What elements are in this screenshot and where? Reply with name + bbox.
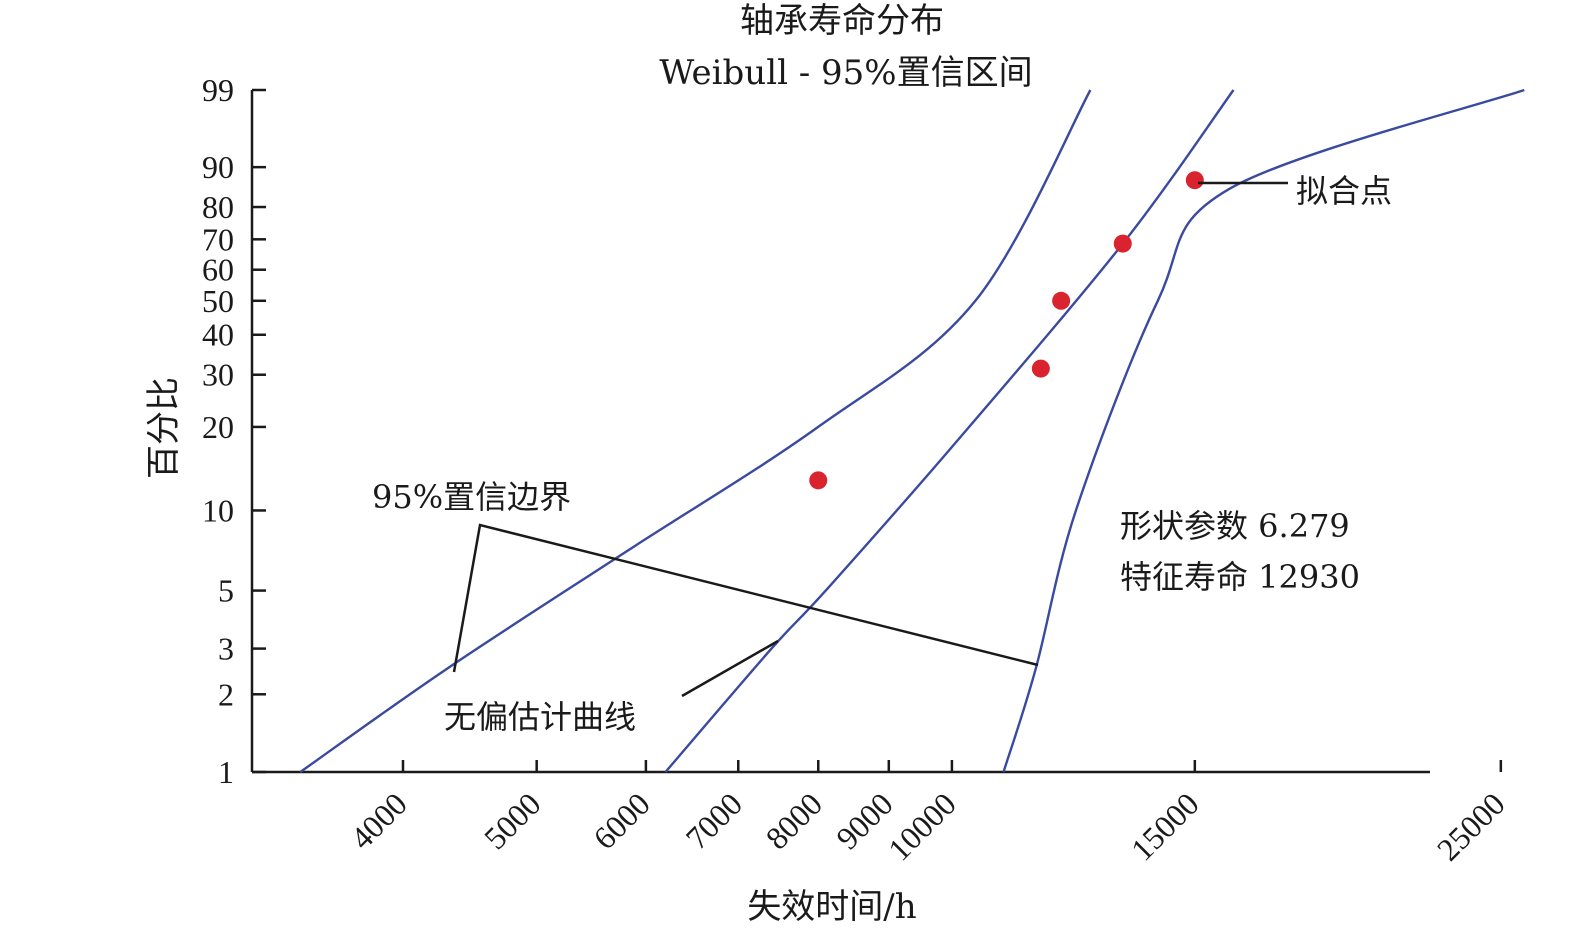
- shape-parameter-label: 形状参数 6.279: [1120, 507, 1350, 545]
- y-tick-label: 40: [202, 317, 234, 353]
- curves: [299, 88, 1525, 773]
- x-tick-label: 7000: [678, 785, 749, 856]
- y-axis-label: 百分比: [144, 377, 184, 479]
- y-tick-label: 50: [202, 283, 234, 319]
- x-tick-label: 5000: [477, 785, 548, 856]
- fit-points: [809, 171, 1204, 490]
- x-tick-label: 10000: [881, 785, 963, 867]
- fit-point: [1185, 171, 1204, 190]
- y-tick-label: 70: [202, 221, 234, 257]
- confidence-bound-curve: [1002, 88, 1525, 773]
- x-axis-label: 失效时间/h: [747, 887, 916, 927]
- fit-point: [1052, 291, 1071, 310]
- x-tick-label: 25000: [1430, 785, 1512, 867]
- annotation-leaders: [452, 181, 1288, 698]
- unbiased-curve-leader: [681, 639, 779, 698]
- y-tick-label: 10: [202, 492, 234, 528]
- fit-point: [809, 471, 828, 490]
- y-tick-label: 80: [202, 189, 234, 225]
- fit-point: [1113, 234, 1132, 253]
- unbiased-estimate-curve: [664, 89, 1235, 773]
- y-tick-label: 3: [218, 631, 234, 667]
- x-tick-label: 6000: [586, 785, 657, 856]
- confidence-bound-leader: [452, 523, 1039, 673]
- x-tick-label: 15000: [1124, 785, 1206, 867]
- y-tick-label: 2: [218, 676, 234, 712]
- y-tick-label: 99: [202, 72, 234, 108]
- characteristic-life-label: 特征寿命 12930: [1120, 558, 1360, 596]
- x-tick-label: 8000: [758, 785, 829, 856]
- x-tick-label: 4000: [343, 785, 414, 856]
- fit-point-label: 拟合点: [1296, 172, 1392, 210]
- y-tick-label: 60: [202, 252, 234, 288]
- y-tick-label: 20: [202, 409, 234, 445]
- y-tick-label: 30: [202, 357, 234, 393]
- chart-subtitle: Weibull - 95%置信区间: [659, 53, 1032, 93]
- confidence-bound-label: 95%置信边界: [372, 478, 571, 516]
- unbiased-curve-label: 无偏估计曲线: [444, 698, 636, 736]
- confidence-bound-curve: [299, 89, 1092, 773]
- y-tick-label: 1: [218, 754, 234, 790]
- chart-title: 轴承寿命分布: [740, 1, 944, 41]
- y-tick-label: 5: [218, 573, 234, 609]
- y-tick-label: 90: [202, 149, 234, 185]
- fit-point: [1031, 359, 1050, 378]
